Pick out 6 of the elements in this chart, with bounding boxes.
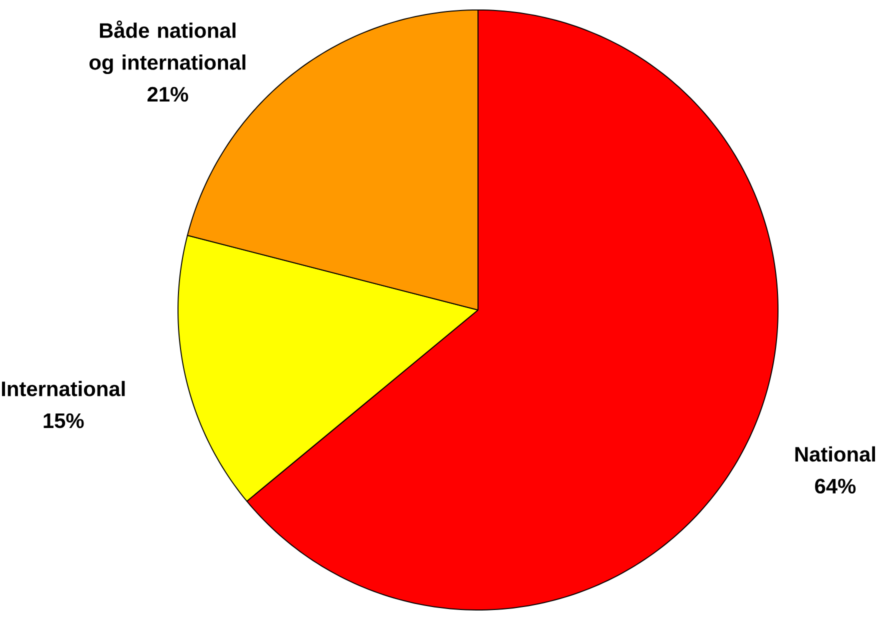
data-label: 15% xyxy=(44,413,84,428)
slice-label: Både national og international xyxy=(90,20,246,74)
data-label: 64% xyxy=(815,478,856,494)
data-label: 21% xyxy=(148,86,188,102)
slice-label: International xyxy=(2,380,125,396)
slice-label: National xyxy=(795,446,876,462)
